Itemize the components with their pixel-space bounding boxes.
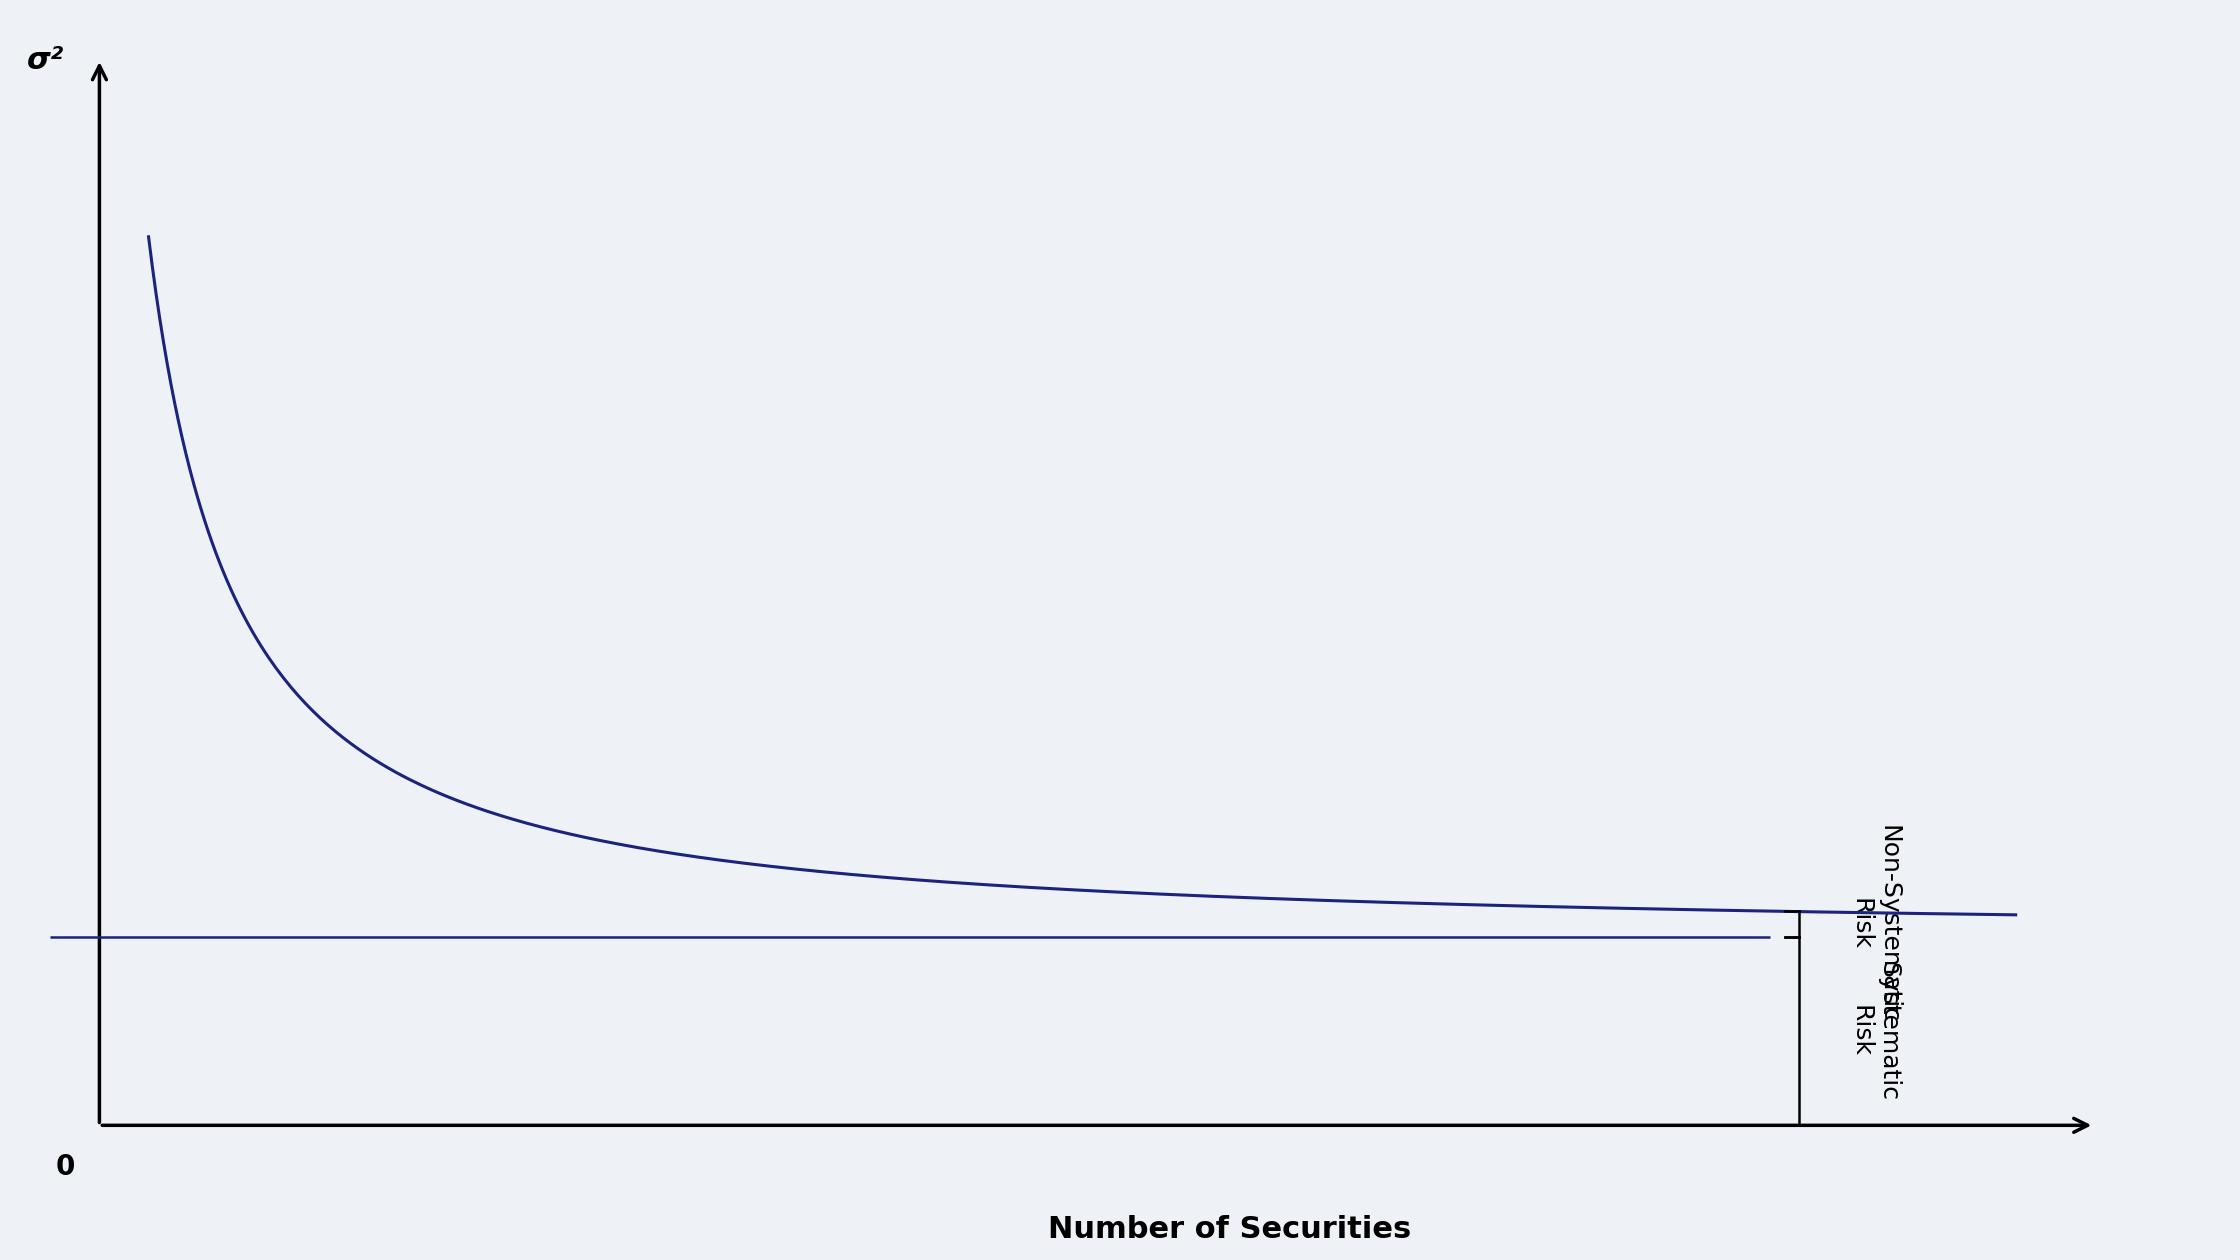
Text: Non-Systematic
Risk: Non-Systematic Risk xyxy=(1848,825,1900,1023)
Text: Number of Securities: Number of Securities xyxy=(1048,1216,1411,1245)
Text: σ²: σ² xyxy=(27,45,65,74)
Text: 0: 0 xyxy=(56,1153,74,1181)
Text: Systematic
Risk: Systematic Risk xyxy=(1848,961,1900,1101)
